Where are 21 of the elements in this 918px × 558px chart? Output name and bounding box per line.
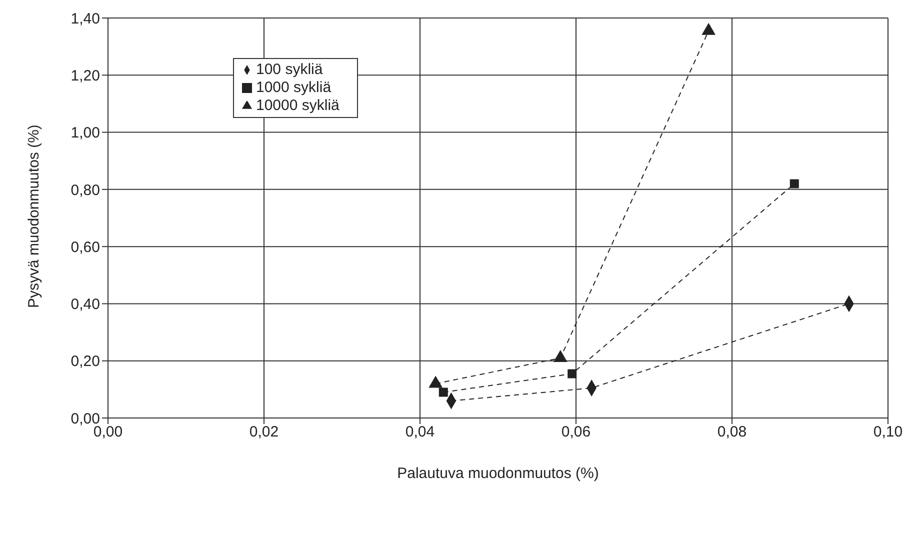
y-tick-label: 1,40 (70, 10, 100, 28)
y-tick-label: 0,80 (70, 182, 100, 199)
x-tick-label: 0,02 (249, 424, 279, 441)
legend-label: 1000 sykliä (256, 79, 332, 96)
point (568, 369, 577, 378)
point (790, 179, 799, 188)
y-axis-title: Pysyvä muodonmuutos (%) (25, 124, 42, 308)
y-tick-label: 1,20 (70, 67, 100, 84)
x-tick-label: 0,04 (405, 424, 435, 441)
y-tick-label: 0,60 (70, 238, 100, 256)
legend-label: 100 sykliä (256, 61, 323, 78)
legend-label: 10000 sykliä (256, 97, 340, 114)
y-tick-label: 0,40 (70, 296, 100, 314)
y-tick-label: 0,20 (70, 353, 100, 370)
point (702, 23, 716, 35)
y-tick-label: 1,00 (70, 124, 100, 142)
x-tick-label: 0,10 (873, 424, 903, 441)
x-axis-title: Palautuva muodonmuutos (%) (397, 465, 599, 482)
x-tick-label: 0,08 (717, 424, 747, 441)
point (438, 388, 448, 397)
x-tick-label: 0,06 (561, 424, 591, 441)
